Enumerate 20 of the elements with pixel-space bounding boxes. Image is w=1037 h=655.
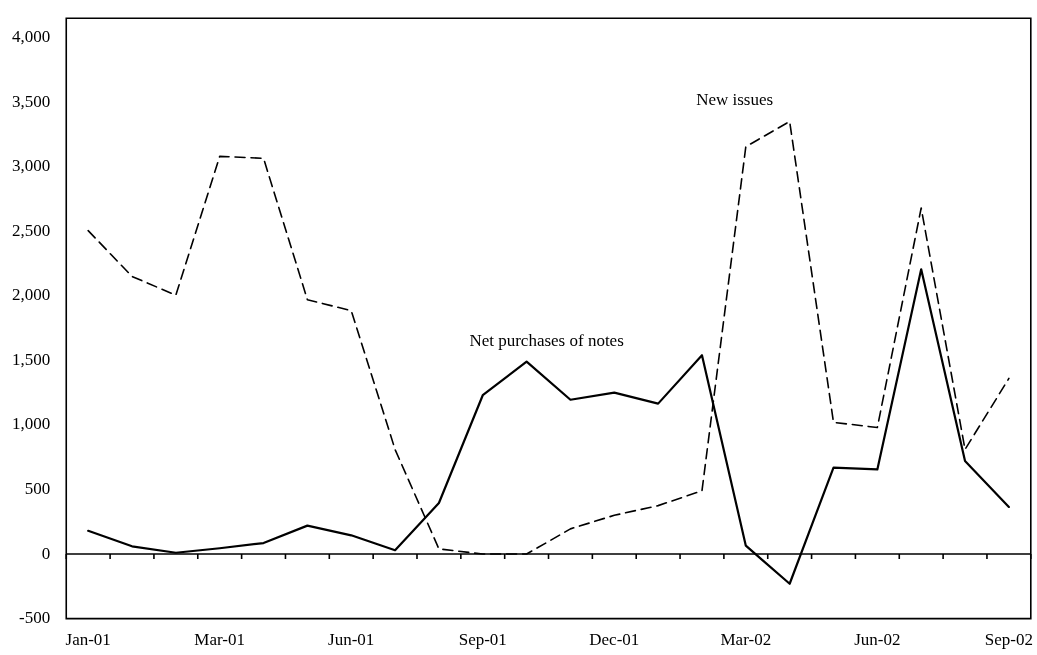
series-label: Net purchases of notes [469,330,624,350]
x-tick-label: Sep-02 [984,630,1033,650]
y-tick-label: 4,000 [12,27,51,47]
y-tick-label: 2,500 [12,220,51,240]
series-label: New issues [696,90,774,110]
y-tick-label: 0 [41,543,51,563]
y-tick-label: 3,500 [12,91,51,111]
x-tick-label: Mar-02 [720,630,772,650]
y-tick-label: 500 [24,478,51,498]
x-tick-label: Jun-01 [328,630,375,650]
y-tick-label: 1,500 [12,349,51,369]
x-tick-label: Jun-02 [854,630,901,650]
x-tick-label: Sep-01 [458,630,507,650]
y-tick-label: -500 [19,608,51,628]
y-tick-label: 3,000 [12,156,51,176]
x-tick-label: Dec-01 [589,630,640,650]
x-tick-label: Mar-01 [194,630,246,650]
x-tick-label: Jan-01 [65,630,111,650]
y-tick-label: 2,000 [12,285,51,305]
y-tick-label: 1,000 [12,414,51,434]
